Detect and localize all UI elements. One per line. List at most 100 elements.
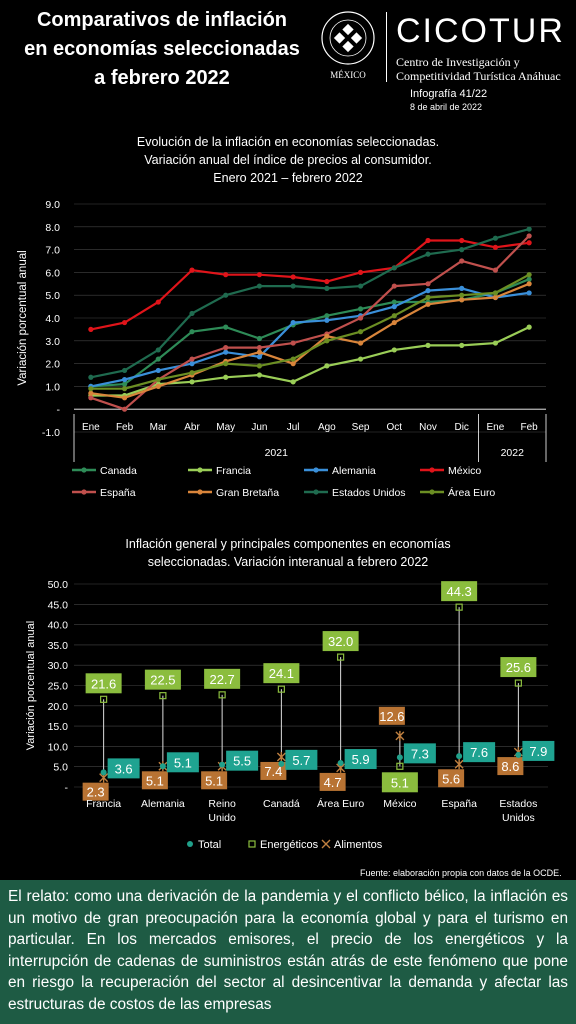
brand-tagline: Centro de Investigación y Competitividad… bbox=[396, 55, 561, 83]
data-point bbox=[425, 237, 431, 244]
total-data-label: 3.6 bbox=[115, 761, 133, 776]
chart-title-line: Enero 2021 – febrero 2022 bbox=[213, 171, 362, 185]
x-tick-label: Dic bbox=[454, 422, 468, 433]
legend-marker bbox=[313, 489, 319, 495]
y-axis-label: Variación porcentual anual bbox=[25, 621, 37, 750]
data-point bbox=[526, 226, 532, 232]
energy-marker bbox=[337, 653, 345, 661]
y-tick-label: 5.0 bbox=[53, 762, 68, 774]
data-point bbox=[459, 247, 465, 253]
energy-marker bbox=[218, 691, 226, 699]
data-point bbox=[290, 340, 296, 346]
data-point bbox=[391, 283, 397, 289]
legend-marker bbox=[81, 467, 87, 473]
data-point bbox=[391, 304, 397, 310]
legend-marker bbox=[321, 839, 331, 849]
data-point bbox=[324, 317, 330, 323]
food-data-label: 7.4 bbox=[264, 764, 282, 779]
y-axis-label: Variación porcentual anual bbox=[17, 250, 29, 385]
category-label: Unidos bbox=[502, 812, 535, 824]
data-point bbox=[492, 244, 499, 250]
y-tick-label: 7.0 bbox=[45, 245, 60, 257]
data-point bbox=[290, 361, 296, 367]
food-data-label-box bbox=[438, 769, 465, 788]
brand-logo: CICOTUR bbox=[396, 12, 565, 50]
total-data-label-box bbox=[344, 749, 377, 770]
data-point bbox=[324, 313, 330, 319]
legend-entry: Canada bbox=[100, 465, 137, 477]
energy-marker bbox=[159, 692, 167, 700]
data-point bbox=[425, 281, 431, 287]
y-tick-label: 6.0 bbox=[45, 267, 60, 279]
data-point bbox=[88, 390, 94, 396]
data-point bbox=[189, 329, 195, 335]
data-point bbox=[425, 288, 431, 294]
data-point bbox=[223, 349, 229, 355]
data-point bbox=[189, 310, 195, 317]
legend-marker bbox=[197, 489, 203, 495]
university-seal-icon bbox=[321, 11, 375, 65]
series-line bbox=[90, 235, 530, 411]
total-marker bbox=[159, 763, 166, 770]
energy-data-label: 21.6 bbox=[91, 676, 116, 691]
data-point bbox=[492, 294, 499, 301]
chart-title-line: Inflación general y principales componen… bbox=[125, 537, 450, 551]
total-data-label-box bbox=[403, 743, 436, 764]
title-line: a febrero 2022 bbox=[94, 67, 230, 89]
y-tick-label: 30.0 bbox=[48, 660, 69, 672]
data-point bbox=[324, 338, 330, 344]
infographic-number: Infografía 41/22 bbox=[410, 88, 488, 100]
data-point bbox=[155, 376, 161, 383]
data-point bbox=[189, 267, 195, 273]
total-marker bbox=[219, 761, 226, 768]
data-point bbox=[223, 272, 229, 278]
energy-marker bbox=[100, 695, 108, 703]
data-point bbox=[155, 367, 161, 374]
data-point bbox=[121, 319, 128, 326]
category-label: Alemania bbox=[141, 798, 185, 810]
total-marker bbox=[456, 753, 463, 760]
x-tick-label: Feb bbox=[521, 422, 539, 433]
legend-entry: Área Euro bbox=[448, 486, 495, 499]
infographic-date: 8 de abril de 2022 bbox=[410, 102, 483, 112]
total-data-label-box bbox=[166, 752, 199, 773]
total-data-label-box bbox=[226, 750, 259, 771]
category-label: Reino bbox=[208, 798, 236, 810]
data-point bbox=[459, 342, 465, 348]
data-point bbox=[290, 283, 296, 289]
data-point bbox=[492, 290, 499, 296]
data-point bbox=[526, 290, 532, 296]
y-tick-label: 20.0 bbox=[48, 701, 69, 713]
energy-data-label-box bbox=[322, 631, 359, 652]
data-point bbox=[357, 306, 364, 312]
data-point bbox=[526, 281, 532, 287]
data-point bbox=[189, 370, 195, 376]
total-data-label: 5.7 bbox=[292, 753, 310, 768]
x-tick-label: Ene bbox=[487, 422, 505, 433]
x-tick-label: Ago bbox=[318, 422, 336, 433]
legend-marker bbox=[248, 840, 256, 848]
data-point bbox=[425, 251, 431, 257]
legend-marker bbox=[187, 841, 193, 847]
food-data-label-box bbox=[201, 771, 228, 790]
energy-data-label-box bbox=[204, 668, 241, 689]
data-point bbox=[357, 329, 364, 335]
y-tick-label: 35.0 bbox=[48, 640, 69, 652]
data-point bbox=[155, 299, 161, 305]
data-point bbox=[391, 299, 397, 305]
energy-marker bbox=[514, 679, 522, 687]
data-point bbox=[223, 292, 229, 298]
chart-title-line: Variación anual del índice de precios al… bbox=[144, 153, 431, 167]
data-point bbox=[324, 363, 330, 369]
y-tick-label: 10.0 bbox=[48, 741, 69, 753]
data-point bbox=[425, 301, 431, 307]
total-data-label: 7.9 bbox=[529, 744, 547, 759]
y-tick-label: 40.0 bbox=[48, 620, 69, 632]
food-marker bbox=[276, 751, 286, 762]
energy-data-label-box bbox=[85, 673, 122, 694]
data-point bbox=[256, 335, 263, 342]
data-point bbox=[88, 395, 94, 401]
data-point bbox=[189, 356, 195, 362]
data-point bbox=[290, 319, 296, 326]
data-point bbox=[290, 379, 296, 385]
